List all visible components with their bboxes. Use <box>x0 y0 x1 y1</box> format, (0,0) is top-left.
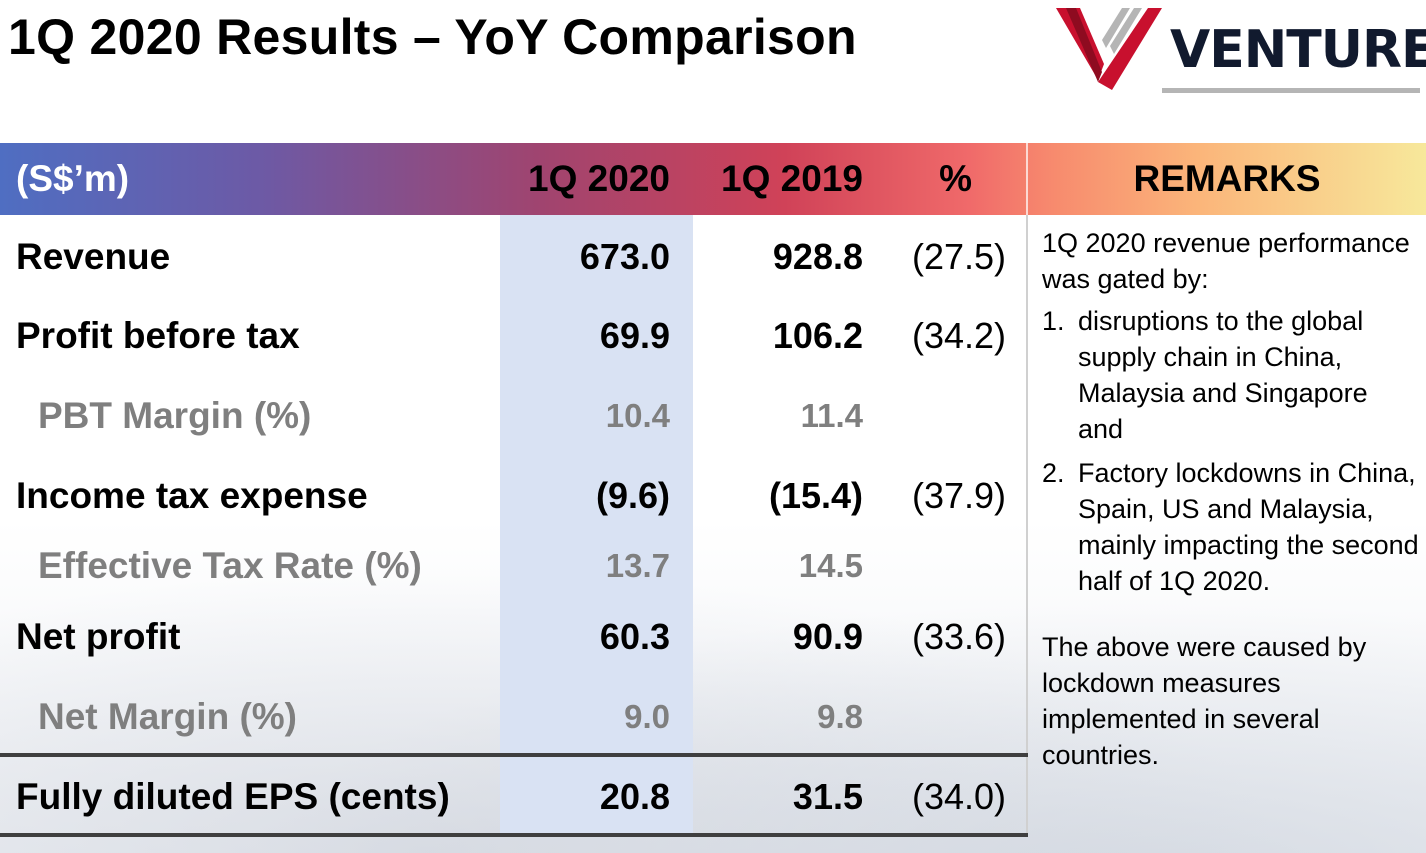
table-row: Net Margin (%) 9.0 9.8 <box>0 687 1026 747</box>
table-header: (S$’m) 1Q 2020 1Q 2019 % REMARKS <box>0 143 1426 215</box>
list-number: 2. <box>1042 458 1065 488</box>
value-1q2019: 14.5 <box>798 547 863 584</box>
header-1q2019: 1Q 2019 <box>721 158 863 199</box>
header-remarks: REMARKS <box>1133 158 1321 199</box>
row-label: Fully diluted EPS (cents) <box>16 776 450 817</box>
venture-logo-mark-icon <box>1056 8 1162 90</box>
header-percent: % <box>939 158 972 199</box>
list-item: 1. disruptions to the global supply chai… <box>1042 303 1420 447</box>
value-percent: (33.6) <box>911 616 1006 657</box>
table-row: Profit before tax 69.9 106.2 (34.2) <box>0 306 1026 366</box>
value-1q2020: 60.3 <box>599 616 670 657</box>
row-label: PBT Margin (%) <box>38 395 312 436</box>
value-1q2020: 13.7 <box>605 547 670 584</box>
venture-logo: VENTURE <box>1052 2 1426 98</box>
value-percent: (34.2) <box>911 315 1006 356</box>
table-row: Effective Tax Rate (%) 13.7 14.5 <box>0 536 1026 596</box>
value-1q2020: 9.0 <box>624 698 670 735</box>
value-1q2019: 9.8 <box>817 698 863 735</box>
table-row: Revenue 673.0 928.8 (27.5) <box>0 227 1026 287</box>
value-1q2020: (9.6) <box>595 475 670 516</box>
value-1q2019: 31.5 <box>792 776 863 817</box>
remarks-intro: 1Q 2020 revenue performance was gated by… <box>1042 228 1410 294</box>
page-title: 1Q 2020 Results – YoY Comparison <box>8 9 857 65</box>
row-label: Income tax expense <box>16 475 368 516</box>
value-1q2020: 20.8 <box>599 776 670 817</box>
table-row: Net profit 60.3 90.9 (33.6) <box>0 607 1026 667</box>
value-1q2019: (15.4) <box>768 475 863 516</box>
list-text: Factory lockdowns in China, Spain, US an… <box>1078 458 1419 596</box>
row-label: Profit before tax <box>16 315 300 356</box>
row-label: Effective Tax Rate (%) <box>38 545 422 586</box>
background-texture <box>0 520 1426 853</box>
value-percent: (37.9) <box>911 475 1006 516</box>
value-percent <box>880 687 1006 747</box>
table-row: Income tax expense (9.6) (15.4) (37.9) <box>0 466 1026 526</box>
logo-underline <box>1162 88 1420 93</box>
value-1q2020: 10.4 <box>605 397 670 434</box>
value-1q2020: 69.9 <box>599 315 670 356</box>
row-label: Net Margin (%) <box>38 696 297 737</box>
row-label: Revenue <box>16 236 171 277</box>
table-bottom-rule <box>0 833 1028 837</box>
list-number: 1. <box>1042 306 1065 336</box>
value-1q2019: 106.2 <box>772 315 863 356</box>
table-row: PBT Margin (%) 10.4 11.4 <box>0 386 1026 446</box>
value-1q2020: 673.0 <box>579 236 670 277</box>
remarks-divider <box>1026 215 1028 835</box>
value-1q2019: 90.9 <box>792 616 863 657</box>
header-units: (S$’m) <box>16 158 130 199</box>
remarks-closing: The above were caused by lockdown measur… <box>1042 632 1367 770</box>
row-label: Net profit <box>16 616 181 657</box>
list-text: disruptions to the global supply chain i… <box>1078 306 1368 444</box>
highlight-column-1q2020 <box>500 215 693 835</box>
list-item: 2. Factory lockdowns in China, Spain, US… <box>1042 455 1420 599</box>
value-1q2019: 928.8 <box>772 236 863 277</box>
header-1q2020: 1Q 2020 <box>528 158 670 199</box>
table-divider-rule <box>0 753 1028 757</box>
value-percent: (34.0) <box>911 776 1006 817</box>
remarks-panel: 1Q 2020 revenue performance was gated by… <box>1042 225 1420 773</box>
value-percent: (27.5) <box>911 236 1006 277</box>
value-percent <box>880 536 1006 596</box>
table-row: Fully diluted EPS (cents) 20.8 31.5 (34.… <box>0 767 1026 827</box>
logo-wordmark: VENTURE <box>1170 20 1426 80</box>
value-1q2019: 11.4 <box>800 397 863 434</box>
header-divider <box>1026 143 1028 215</box>
remarks-list: 1. disruptions to the global supply chai… <box>1042 303 1420 599</box>
value-percent <box>880 386 1006 446</box>
